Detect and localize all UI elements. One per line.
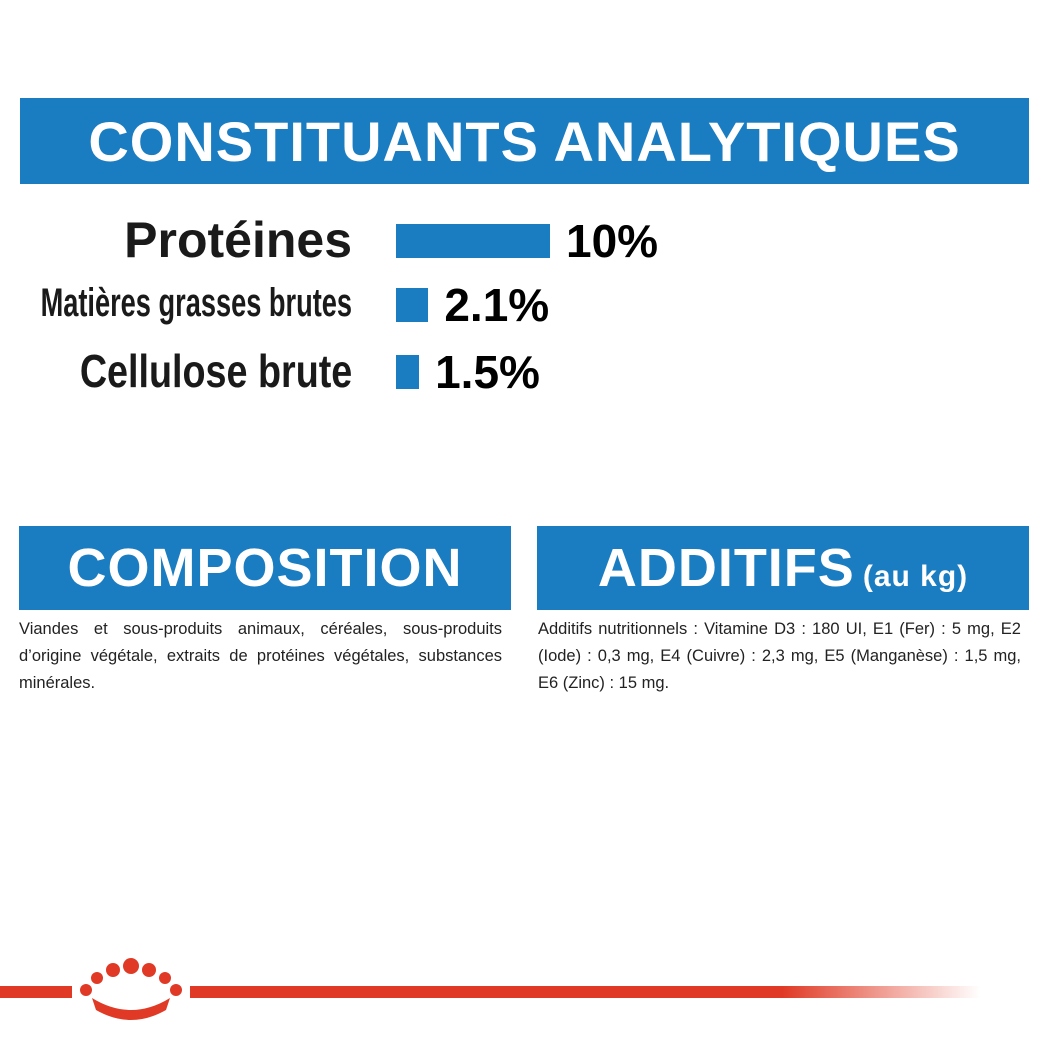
value-label: 2.1% — [444, 279, 550, 331]
row-label: Cellulose brute — [79, 345, 352, 398]
composition-title: COMPOSITION — [19, 526, 511, 610]
value-label: 10% — [566, 215, 659, 267]
footer-line — [0, 986, 72, 998]
analytics-title: CONSTITUANTS ANALYTIQUES — [20, 98, 1029, 184]
bar — [396, 224, 550, 258]
row-label: Protéines — [124, 212, 352, 268]
crown-logo — [80, 958, 182, 1020]
composition-text: Viandes et sous-produits animaux, céréal… — [19, 620, 502, 692]
additives-text: Additifs nutritionnels : Vitamine D3 : 1… — [538, 620, 1021, 692]
row-label: Matières grasses brutes — [40, 281, 352, 325]
value-label: 1.5% — [435, 346, 540, 398]
additives-title: ADDITIFS — [597, 538, 855, 598]
additives-header: ADDITIFS (au kg) — [537, 526, 1029, 610]
additives-subtitle: (au kg) — [862, 560, 969, 593]
bar — [396, 355, 420, 389]
bar — [396, 288, 429, 322]
footer-line — [190, 986, 980, 998]
